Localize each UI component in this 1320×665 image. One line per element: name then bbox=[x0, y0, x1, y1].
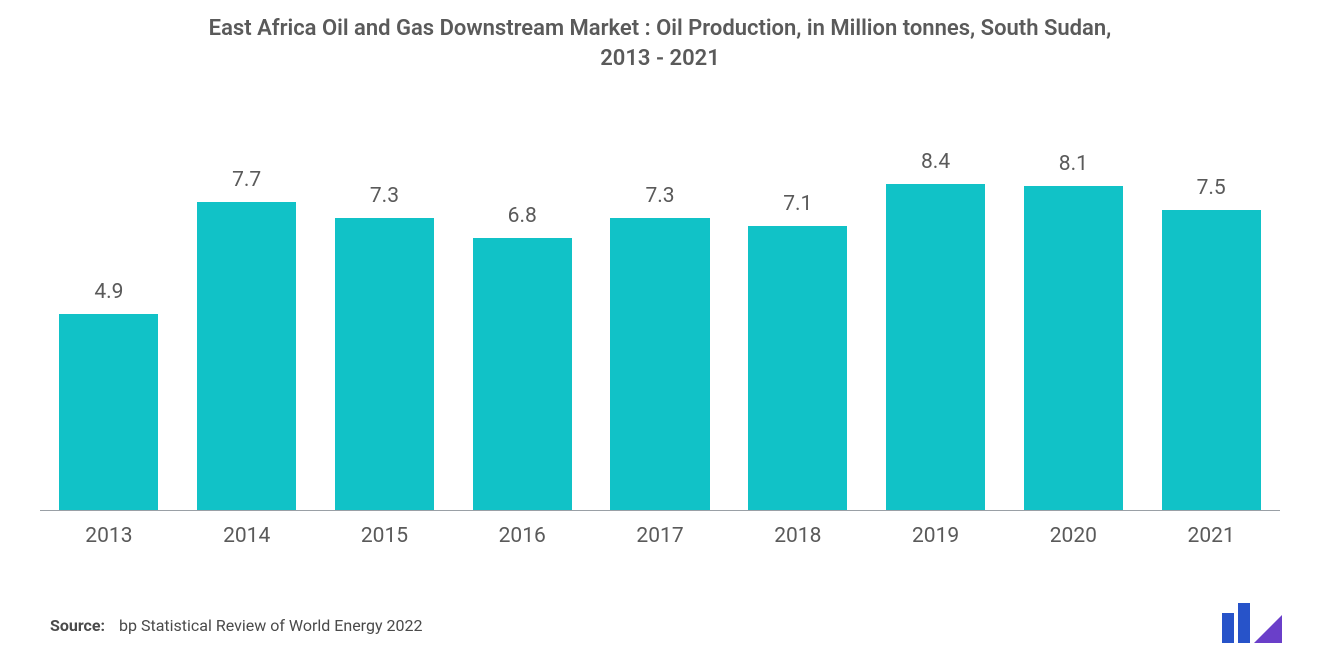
chart-title: East Africa Oil and Gas Downstream Marke… bbox=[0, 0, 1320, 73]
x-axis-label: 2020 bbox=[1004, 524, 1142, 548]
bar-group: 7.7 bbox=[178, 150, 316, 510]
bar-group: 6.8 bbox=[453, 150, 591, 510]
x-axis-label: 2014 bbox=[178, 524, 316, 548]
plot-area: 4.9 7.7 7.3 6.8 7.3 7.1 8.4 8.1 7.5 bbox=[40, 150, 1280, 510]
x-axis-label: 2018 bbox=[729, 524, 867, 548]
bar-value-label: 7.5 bbox=[1197, 176, 1226, 200]
bar-group: 7.3 bbox=[591, 150, 729, 510]
x-axis-labels: 201320142015201620172018201920202021 bbox=[40, 524, 1280, 548]
brand-logo bbox=[1222, 603, 1282, 643]
bar bbox=[335, 218, 434, 510]
chart-title-line-1: East Africa Oil and Gas Downstream Marke… bbox=[209, 16, 1112, 41]
x-axis-label: 2017 bbox=[591, 524, 729, 548]
x-axis-label: 2019 bbox=[867, 524, 1005, 548]
bar bbox=[748, 226, 847, 510]
bar bbox=[59, 314, 158, 510]
bar-value-label: 7.3 bbox=[645, 184, 674, 208]
bar-group: 7.3 bbox=[316, 150, 454, 510]
x-axis-baseline bbox=[40, 510, 1280, 511]
bar-value-label: 6.8 bbox=[508, 204, 537, 228]
source-text: bp Statistical Review of World Energy 20… bbox=[119, 616, 422, 635]
bar-group: 7.5 bbox=[1142, 150, 1280, 510]
chart-title-line-2: 2013 - 2021 bbox=[600, 46, 720, 71]
bar bbox=[1024, 186, 1123, 510]
bar-value-label: 7.1 bbox=[783, 192, 812, 216]
bar-value-label: 7.3 bbox=[370, 184, 399, 208]
source-label: Source: bbox=[50, 616, 105, 635]
bar-group: 7.1 bbox=[729, 150, 867, 510]
bar-group: 8.4 bbox=[867, 150, 1005, 510]
bar-group: 8.1 bbox=[1004, 150, 1142, 510]
bar-group: 4.9 bbox=[40, 150, 178, 510]
x-axis-label: 2016 bbox=[453, 524, 591, 548]
bar bbox=[886, 184, 985, 510]
chart-container: East Africa Oil and Gas Downstream Marke… bbox=[0, 0, 1320, 665]
bar-value-label: 4.9 bbox=[94, 280, 123, 304]
bar-value-label: 7.7 bbox=[232, 168, 261, 192]
x-axis-label: 2021 bbox=[1142, 524, 1280, 548]
bar bbox=[197, 202, 296, 510]
bar bbox=[1162, 210, 1261, 510]
x-axis-label: 2015 bbox=[316, 524, 454, 548]
bar-value-label: 8.4 bbox=[921, 150, 950, 174]
bar bbox=[473, 238, 572, 510]
source-row: Source: bp Statistical Review of World E… bbox=[50, 616, 422, 635]
bar bbox=[610, 218, 709, 510]
x-axis-label: 2013 bbox=[40, 524, 178, 548]
bar-value-label: 8.1 bbox=[1059, 152, 1088, 176]
